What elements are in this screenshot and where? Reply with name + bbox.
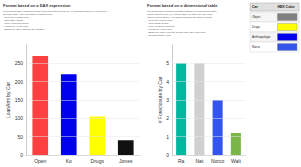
svg-text:- Go to the Format Pane: - Go to the Format Pane <box>147 19 173 22</box>
svg-text:250: 250 <box>15 60 24 66</box>
svg-text:2: 2 <box>166 115 169 121</box>
svg-text:- Click Advanced Colors: - Click Advanced Colors <box>3 22 29 25</box>
svg-text:Ko: Ko <box>66 158 72 164</box>
svg-text:the Cars Table. The expression: the Cars Table. The expression is added … <box>3 13 53 16</box>
svg-text:5: 5 <box>166 60 169 66</box>
svg-text:# Foreclosure by Car: # Foreclosure by Car <box>157 76 163 123</box>
svg-text:- Go to the Format Pane: - Go to the Format Pane <box>3 16 29 19</box>
svg-text:The below table contains forma: The below table contains formatting base… <box>147 10 217 13</box>
svg-text:- Format by: Field Value: - Format by: Field Value <box>147 28 173 31</box>
svg-text:Drugs: Drugs <box>91 158 105 164</box>
svg-text:- Based on Value: Choose the m: - Based on Value: Choose the measure <box>3 28 45 31</box>
svg-text:50: 50 <box>17 134 23 140</box>
svg-text:Drugs: Drugs <box>252 25 261 29</box>
svg-text:Open: Open <box>34 158 46 164</box>
svg-text:1: 1 <box>166 134 169 140</box>
svg-text:Nat: Nat <box>195 158 203 164</box>
svg-text:(Cars) looking at the @Hexcolo: (Cars) looking at the @Hexcolor table, w… <box>147 13 213 16</box>
svg-text:100: 100 <box>15 115 24 121</box>
svg-text:In the below table I changed c: In the below table I changed colors of t… <box>3 10 108 13</box>
svg-text:- Click (Data) Colors: - Click (Data) Colors <box>147 22 169 25</box>
svg-text:Car: Car <box>252 5 258 9</box>
svg-text:Format based on a dimensional: Format based on a dimensional table <box>147 3 218 8</box>
svg-text:- Based on Value: Pick the col: - Based on Value: Pick the column with H… <box>147 31 206 34</box>
svg-text:- Format by: Field Value: - Format by: Field Value <box>3 25 29 28</box>
svg-text:Walt: Walt <box>231 158 241 164</box>
svg-text:Ra: Ra <box>178 158 185 164</box>
svg-text:0: 0 <box>166 152 169 158</box>
svg-text:Format based on a DAX expressi: Format based on a DAX expression <box>3 3 71 8</box>
svg-text:Anthropologie: Anthropologie <box>252 35 271 39</box>
svg-text:0: 0 <box>20 152 23 158</box>
svg-text:3: 3 <box>166 97 169 103</box>
svg-text:4: 4 <box>166 79 169 85</box>
svg-text:Norco: Norco <box>252 45 260 49</box>
svg-text:HEX Color: HEX Color <box>277 5 295 9</box>
svg-text:Object: Object <box>252 15 261 19</box>
svg-text:150: 150 <box>15 97 24 103</box>
svg-text:200: 200 <box>15 79 24 85</box>
svg-text:- Data (Bar) Colors: - Data (Bar) Colors <box>3 19 24 22</box>
svg-text:codes in there as well. We add: codes in there as well. We added followi… <box>147 16 213 19</box>
svg-text:LoanAmt by Car: LoanAmt by Car <box>5 82 11 118</box>
svg-text:Jones: Jones <box>119 158 133 164</box>
svg-text:Norco: Norco <box>211 158 225 164</box>
svg-text:- Click Advanced Controls: - Click Advanced Controls <box>147 25 175 28</box>
svg-text:- Summarization: First: - Summarization: First <box>147 34 171 37</box>
